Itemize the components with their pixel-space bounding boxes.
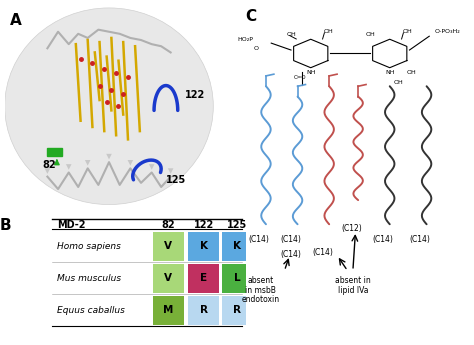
Text: 122: 122 bbox=[185, 90, 205, 100]
Text: R: R bbox=[200, 305, 208, 315]
Text: O-PO₃H₂: O-PO₃H₂ bbox=[435, 29, 460, 33]
Text: (C12): (C12) bbox=[341, 224, 362, 233]
Text: OH: OH bbox=[403, 29, 413, 33]
Text: OH: OH bbox=[287, 32, 297, 37]
Bar bbox=[189, 264, 219, 293]
Text: 122: 122 bbox=[194, 220, 214, 230]
Text: OH: OH bbox=[394, 80, 403, 85]
Text: V: V bbox=[164, 273, 172, 283]
Text: Mus musculus: Mus musculus bbox=[57, 274, 121, 283]
Ellipse shape bbox=[5, 8, 213, 205]
Text: NH: NH bbox=[307, 70, 316, 75]
Text: (C14): (C14) bbox=[373, 235, 393, 244]
Bar bbox=[153, 296, 184, 325]
Text: 125: 125 bbox=[227, 220, 247, 230]
Text: lipid IVa: lipid IVa bbox=[337, 286, 368, 295]
Text: L: L bbox=[234, 273, 240, 283]
Text: 82: 82 bbox=[43, 160, 56, 170]
Bar bbox=[222, 232, 252, 261]
Text: (C14): (C14) bbox=[281, 235, 301, 244]
Text: K: K bbox=[233, 241, 241, 252]
Text: MD-2: MD-2 bbox=[57, 220, 85, 230]
Text: Homo sapiens: Homo sapiens bbox=[57, 242, 121, 251]
Text: K: K bbox=[200, 241, 208, 252]
Bar bbox=[222, 264, 252, 293]
Text: endotoxin: endotoxin bbox=[242, 295, 280, 304]
Text: absent in: absent in bbox=[335, 276, 371, 285]
Bar bbox=[222, 296, 252, 325]
Text: NH: NH bbox=[386, 70, 395, 75]
Text: B: B bbox=[0, 218, 12, 233]
Text: OH: OH bbox=[324, 29, 334, 33]
Text: 125: 125 bbox=[166, 175, 186, 185]
Text: C=O: C=O bbox=[293, 75, 306, 80]
Text: (C14): (C14) bbox=[312, 248, 333, 257]
Text: C: C bbox=[245, 9, 256, 23]
Text: OH: OH bbox=[407, 70, 417, 75]
Text: V: V bbox=[164, 241, 172, 252]
Bar bbox=[189, 296, 219, 325]
Text: HO₂P: HO₂P bbox=[237, 37, 253, 42]
Text: R: R bbox=[233, 305, 241, 315]
Text: A: A bbox=[9, 13, 21, 28]
Bar bbox=[153, 232, 184, 261]
Text: absent: absent bbox=[247, 276, 274, 285]
Text: (C14): (C14) bbox=[281, 250, 301, 259]
Text: (C14): (C14) bbox=[410, 235, 430, 244]
Text: Equus caballus: Equus caballus bbox=[57, 306, 125, 315]
Text: (C14): (C14) bbox=[249, 235, 270, 244]
Text: OH: OH bbox=[366, 32, 376, 37]
Text: M: M bbox=[163, 305, 173, 315]
Text: E: E bbox=[200, 273, 208, 283]
Text: O: O bbox=[254, 46, 259, 51]
Bar bbox=[153, 264, 184, 293]
Text: in msbB: in msbB bbox=[245, 286, 276, 295]
Text: 82: 82 bbox=[162, 220, 175, 230]
Bar bbox=[189, 232, 219, 261]
Polygon shape bbox=[47, 148, 62, 156]
